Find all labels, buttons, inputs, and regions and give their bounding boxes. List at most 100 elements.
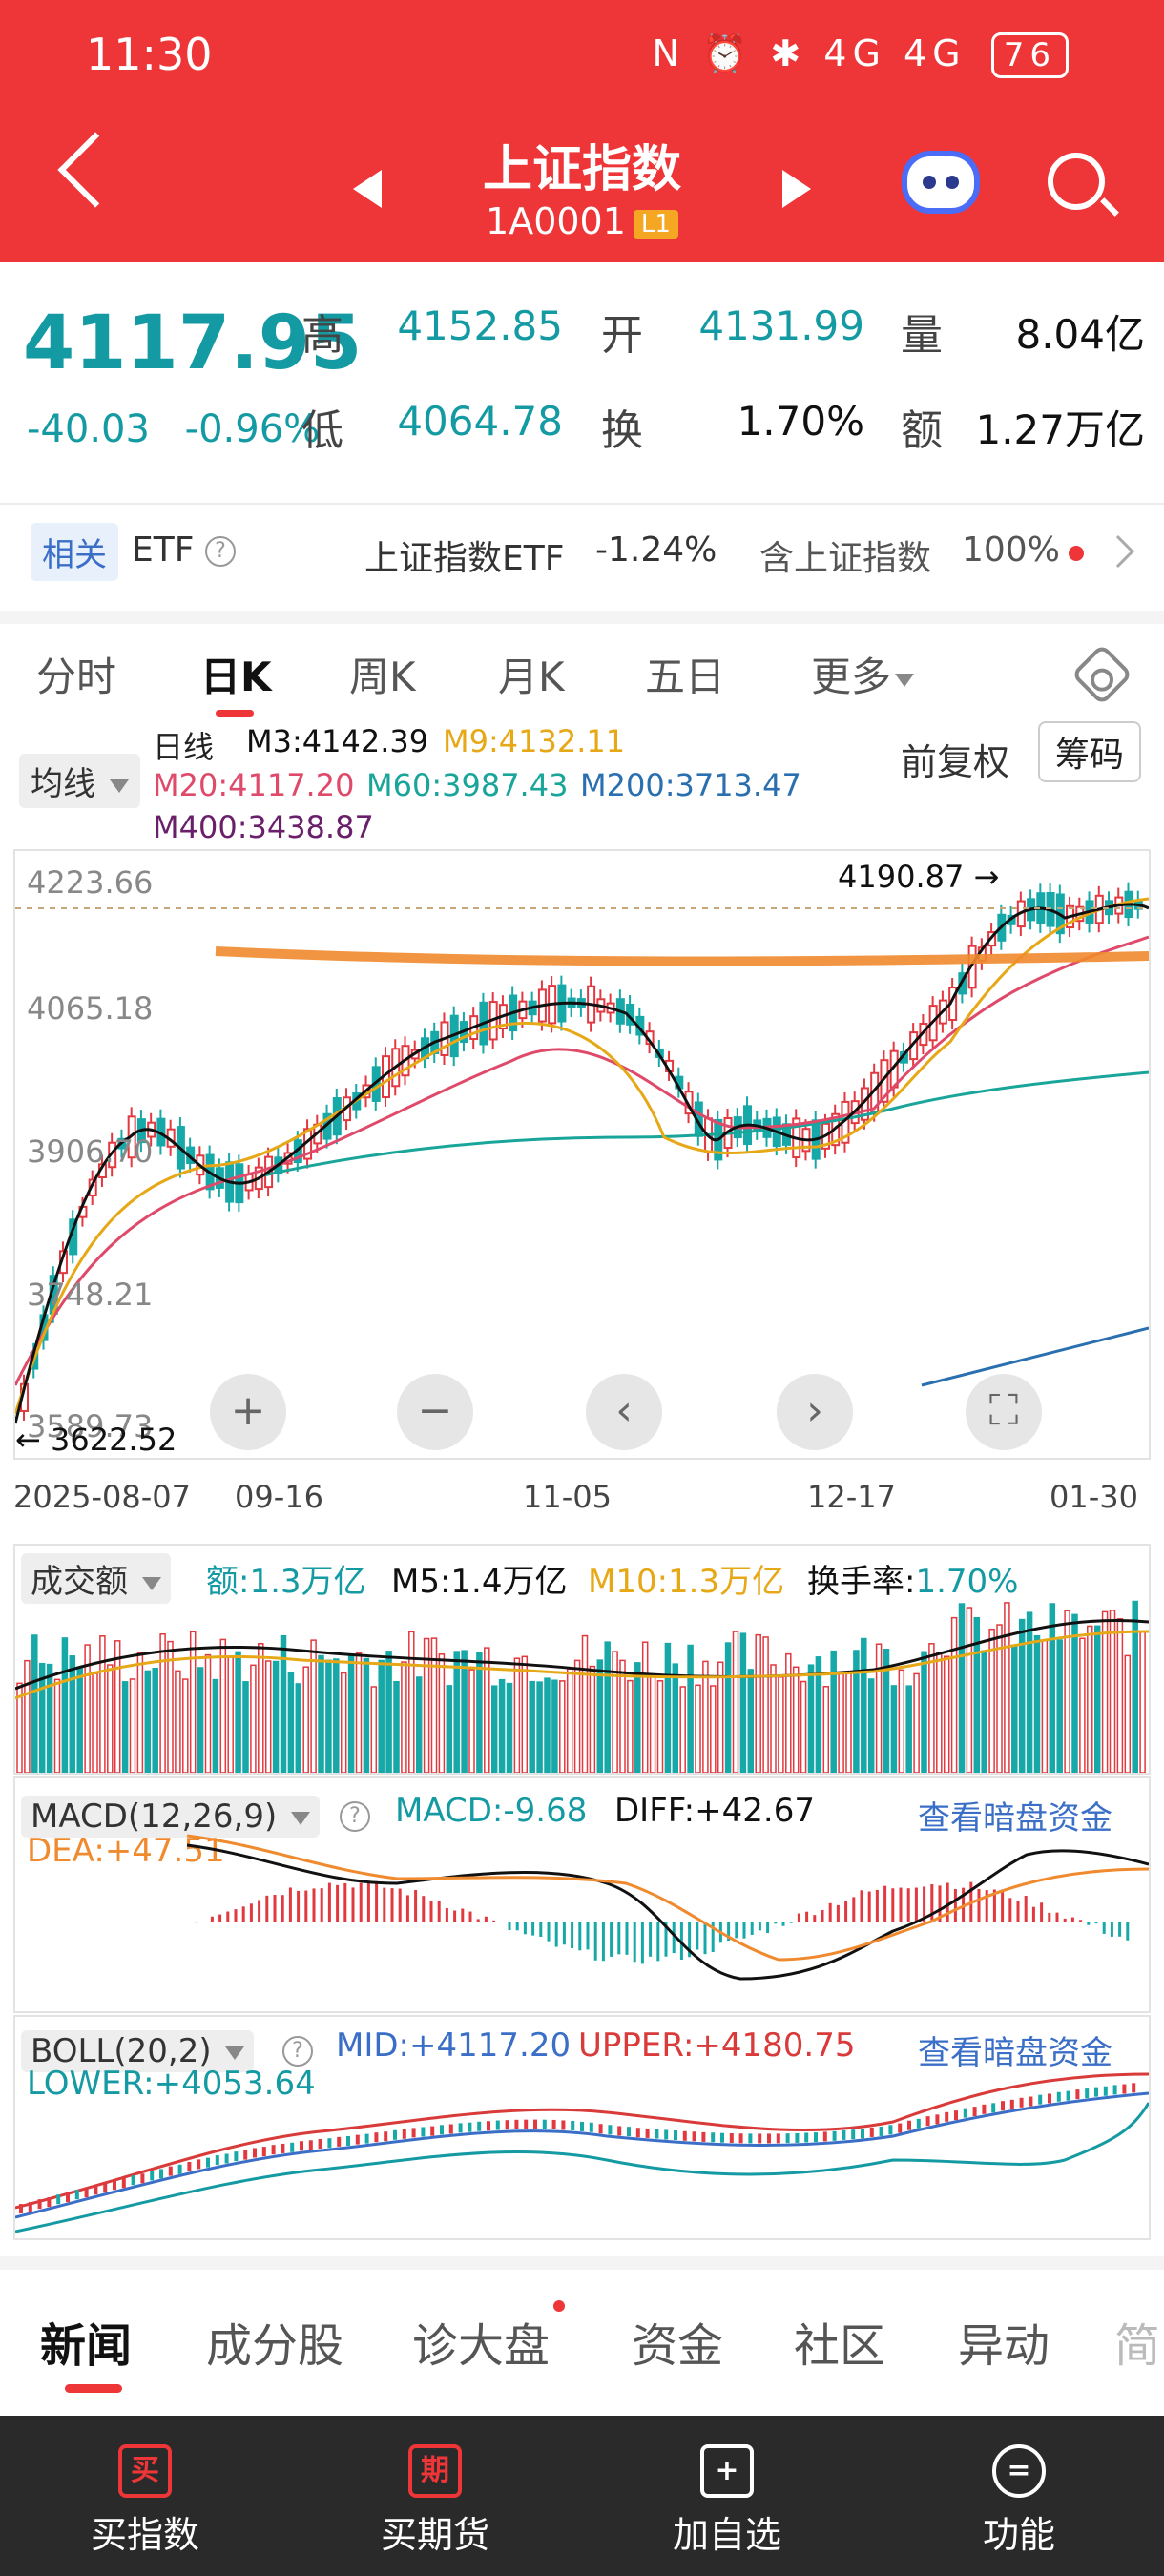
macd-panel[interactable]: MACD(12,26,9) ? MACD:-9.68 DIFF:+42.67 查… [13, 1776, 1151, 2013]
add-watchlist-label: 加自选 [672, 2514, 781, 2556]
volume-selector[interactable]: 成交额 [21, 1553, 171, 1604]
macd-chart [186, 1834, 1149, 1981]
boll-upper: UPPER:+4180.75 [578, 2026, 856, 2065]
prev-index-button[interactable] [353, 170, 382, 208]
macd-selector[interactable]: MACD(12,26,9) [21, 1796, 321, 1838]
volume-bar [340, 1672, 347, 1773]
boll-candle [495, 2120, 500, 2130]
functions-button[interactable]: = 功能 [914, 2444, 1124, 2558]
boll-candle [991, 2103, 996, 2113]
volume-bar [76, 1666, 83, 1773]
boll-chart [15, 2072, 1149, 2233]
tab-constituents[interactable]: 成分股 [206, 2319, 344, 2373]
buy-index-button[interactable]: 买 买指数 [40, 2444, 250, 2558]
next-index-button[interactable] [782, 170, 811, 208]
status-time: 11:30 [86, 29, 213, 80]
boll-lower-line [15, 2102, 1149, 2233]
boll-candle [113, 2180, 116, 2191]
boll-selector[interactable]: BOLL(20,2) [21, 2030, 255, 2072]
volume-m5-line [15, 1618, 1149, 1691]
volume-bar [792, 1666, 800, 1773]
pan-right-button[interactable]: › [777, 1374, 853, 1450]
volume-bar [1079, 1637, 1086, 1773]
volume-bar [347, 1653, 355, 1773]
tab-intraday[interactable]: 分时 [36, 654, 117, 700]
tab-community[interactable]: 社区 [794, 2319, 886, 2373]
boll-candle [514, 2119, 519, 2129]
help-icon[interactable]: ? [204, 536, 236, 567]
amount-value: 1.27万亿 [975, 406, 1145, 453]
help-icon[interactable]: ? [282, 2036, 313, 2067]
caret-down-icon [895, 673, 915, 687]
zoom-out-button[interactable]: − [397, 1374, 473, 1450]
volume-bars [15, 1600, 1149, 1773]
boll-candle [571, 2120, 575, 2130]
volume-bar [513, 1657, 521, 1773]
boll-candle [430, 2126, 435, 2136]
fullscreen-button[interactable]: ⛶ [966, 1374, 1042, 1450]
search-icon[interactable] [1048, 153, 1105, 210]
tab-more-cut[interactable]: 简 [1114, 2319, 1161, 2373]
boll-panel[interactable]: BOLL(20,2) ? MID:+4117.20 UPPER:+4180.75… [13, 2015, 1151, 2240]
boll-darkpool-link[interactable]: 查看暗盘资金 [918, 2034, 1112, 2072]
tab-alerts[interactable]: 异动 [958, 2319, 1050, 2373]
last-price: 4117.95 [23, 301, 363, 386]
help-icon[interactable]: ? [340, 1801, 370, 1832]
tab-monthly-k[interactable]: 月K [498, 654, 565, 700]
boll-candles [19, 2083, 1136, 2214]
volume-bar [506, 1682, 513, 1773]
tab-more[interactable]: 更多 [811, 645, 915, 703]
chips-button[interactable]: 筹码 [1038, 721, 1142, 782]
boll-candle [533, 2119, 537, 2129]
boll-candle [1009, 2099, 1014, 2109]
macd-darkpool-link[interactable]: 查看暗盘资金 [918, 1799, 1112, 1838]
change-value: -40.03 [27, 407, 150, 451]
volume-panel[interactable]: 成交额 额:1.3万亿 M5:1.4万亿 M10:1.3万亿 换手率:1.70% [13, 1544, 1151, 1775]
volume-bar [129, 1678, 136, 1773]
related-etf-row[interactable]: 相关 ETF ? 上证指数ETF -1.24% 含上证指数 100% [0, 506, 1164, 592]
boll-candle [925, 2116, 930, 2127]
adjust-mode[interactable]: 前复权 [901, 741, 1010, 783]
settings-icon[interactable] [1070, 643, 1133, 706]
zoom-in-button[interactable]: + [210, 1374, 286, 1450]
volume-bar [966, 1607, 973, 1773]
volume-bar [627, 1679, 634, 1773]
high-value: 4152.85 [397, 302, 563, 349]
kline-chart[interactable]: 4223.66 4065.18 3906.70 3748.21 3589.73 … [13, 849, 1151, 1460]
ma-m20-line [13, 935, 1150, 1386]
volume-bar [453, 1651, 460, 1773]
volume-bar [136, 1652, 144, 1773]
turnover-rate-label: 换手率: [807, 1563, 916, 1601]
add-watchlist-button[interactable]: + 加自选 [622, 2444, 832, 2558]
tab-weekly-k[interactable]: 周K [349, 654, 416, 700]
robot-assistant-icon[interactable] [902, 151, 980, 214]
boll-candle [795, 2132, 800, 2143]
volume-m5: M5:1.4万亿 [391, 1563, 568, 1601]
boll-candle [1066, 2090, 1070, 2101]
boll-candle [56, 2194, 61, 2205]
pan-left-button[interactable]: ‹ [586, 1374, 662, 1450]
volume-bar [981, 1650, 987, 1773]
buy-futures-button[interactable]: 期 买期货 [330, 2444, 540, 2558]
tab-daily-k[interactable]: 日K [200, 654, 272, 700]
ma-selector[interactable]: 均线 [19, 754, 140, 808]
volume-m10-line [15, 1630, 1149, 1700]
boll-candle [177, 2164, 182, 2174]
volume-bar [807, 1664, 815, 1773]
boll-candle [701, 2131, 706, 2142]
y-label-4: 3748.21 [27, 1277, 154, 1313]
volume-bar [461, 1650, 468, 1773]
boll-candle [290, 2142, 295, 2152]
volume-bar [702, 1660, 709, 1773]
tab-funds[interactable]: 资金 [632, 2319, 724, 2373]
functions-label: 功能 [982, 2514, 1055, 2556]
tab-news[interactable]: 新闻 [40, 2319, 133, 2373]
add-icon: + [700, 2444, 754, 2498]
active-news-tab-indicator [65, 2384, 122, 2393]
chevron-right-icon[interactable] [1102, 535, 1134, 568]
volume-bar [921, 1651, 927, 1773]
tab-five-day[interactable]: 五日 [645, 654, 726, 700]
tab-diagnose[interactable]: 诊大盘 [412, 2319, 551, 2373]
volume-m10: M10:1.3万亿 [588, 1563, 785, 1601]
boll-candle [617, 2126, 622, 2136]
